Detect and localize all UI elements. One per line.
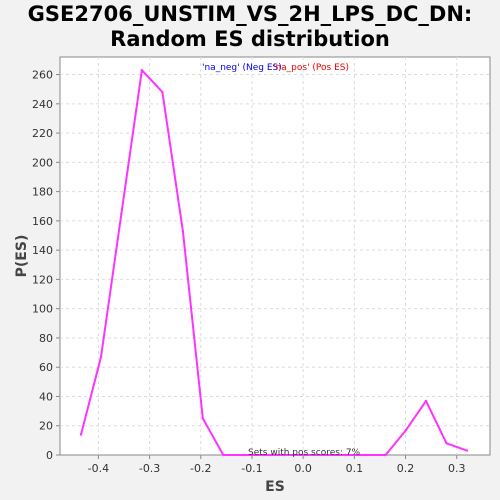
es-data-point — [425, 400, 427, 402]
es-data-point — [405, 429, 407, 431]
x-tick-label: -0.1 — [241, 462, 262, 475]
es-data-point — [120, 212, 122, 214]
plot-area — [60, 57, 490, 455]
y-axis-label: P(ES) — [14, 235, 30, 278]
x-tick-label: -0.4 — [88, 462, 109, 475]
x-tick-label: 0.2 — [397, 462, 415, 475]
es-data-point — [242, 454, 244, 456]
es-data-point — [222, 454, 224, 456]
y-tick-label: 240 — [32, 98, 53, 111]
y-tick-label: 80 — [39, 332, 53, 345]
es-data-point — [141, 69, 143, 71]
y-tick-label: 140 — [32, 244, 53, 257]
x-tick-label: 0.3 — [448, 462, 466, 475]
es-data-point — [384, 454, 386, 456]
es-data-point — [364, 454, 366, 456]
es-data-point — [202, 417, 204, 419]
es-data-point — [445, 442, 447, 444]
y-tick-label: 160 — [32, 215, 53, 228]
y-tick-label: 120 — [32, 273, 53, 286]
legend-pos-label: 'na_pos' (Pos ES) — [273, 63, 349, 73]
x-tick-label: -0.2 — [190, 462, 211, 475]
y-tick-label: 60 — [39, 361, 53, 374]
y-tick-label: 220 — [32, 127, 53, 140]
x-tick-label: -0.3 — [139, 462, 160, 475]
es-data-point — [161, 91, 163, 93]
legend-neg-label: 'na_neg' (Neg ES) — [202, 63, 282, 73]
y-tick-label: 100 — [32, 303, 53, 316]
y-tick-label: 180 — [32, 186, 53, 199]
pos-scores-annotation: Sets with pos scores: 7% — [248, 448, 361, 458]
es-data-point — [80, 433, 82, 435]
y-tick-label: 40 — [39, 390, 53, 403]
es-data-point — [466, 449, 468, 451]
y-tick-label: 20 — [39, 420, 53, 433]
y-tick-label: 200 — [32, 156, 53, 169]
x-axis-label: ES — [265, 479, 285, 495]
x-tick-label: 0.1 — [346, 462, 364, 475]
y-tick-label: 260 — [32, 69, 53, 82]
es-data-point — [100, 356, 102, 358]
y-tick-label: 0 — [46, 449, 53, 462]
x-tick-label: 0.0 — [294, 462, 312, 475]
es-data-point — [182, 230, 184, 232]
